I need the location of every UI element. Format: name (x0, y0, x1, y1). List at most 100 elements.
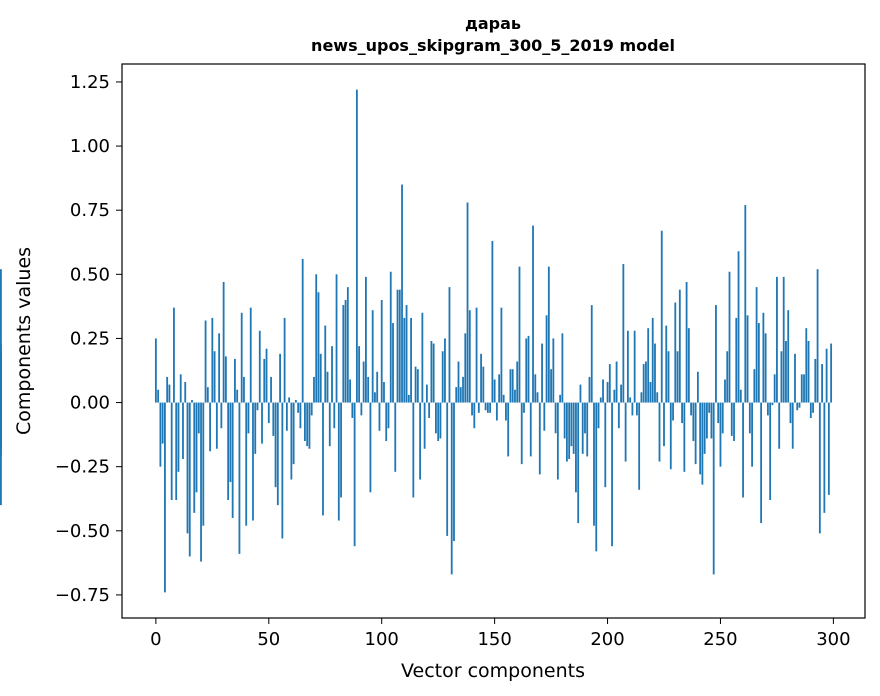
bar-130 (448, 287, 451, 403)
bar-106 (394, 402, 397, 472)
bar-90 (358, 346, 361, 403)
bar-17 (193, 402, 196, 513)
x-tick-label: 250 (703, 629, 737, 650)
bar-7 (170, 402, 173, 501)
bar-194 (593, 402, 595, 526)
bar-155 (505, 402, 507, 421)
bar-52 (272, 402, 275, 436)
bar-100 (380, 299, 383, 403)
bar-77 (328, 402, 331, 447)
bar-147 (486, 402, 489, 413)
bar-undefined (0, 402, 2, 457)
bar-49 (265, 348, 268, 403)
bar-159 (514, 389, 516, 403)
bar-227 (667, 351, 670, 403)
bar-131 (450, 402, 453, 575)
bar-287 (803, 374, 805, 403)
bar-186 (575, 402, 577, 493)
bar-51 (270, 376, 272, 403)
bar-22 (204, 320, 207, 403)
bar-122 (430, 341, 433, 403)
bar-5 (166, 376, 169, 403)
bar-36 (236, 389, 239, 403)
bar-118 (421, 312, 424, 403)
bar-123 (432, 343, 435, 403)
chart-title: дараь (465, 14, 521, 33)
bar-68 (308, 402, 311, 449)
bar-223 (658, 402, 661, 462)
bar-66 (304, 402, 306, 442)
x-axis: 0 50 100 150 200 250 300 (150, 618, 851, 650)
bar-113 (410, 317, 412, 403)
bar-233 (681, 402, 683, 424)
bar-45 (256, 402, 259, 411)
bar-208 (624, 402, 627, 462)
bar-74 (322, 402, 324, 516)
y-tick-label: −0.75 (55, 585, 110, 606)
bar-25 (211, 317, 214, 403)
bar-269 (762, 312, 765, 403)
bar-93 (365, 276, 367, 403)
bar-274 (773, 374, 776, 403)
bar-252 (724, 379, 726, 403)
bar-30 (222, 282, 225, 403)
bar-283 (794, 353, 796, 403)
bar-143 (477, 402, 480, 413)
bar-173 (545, 315, 548, 403)
bar-178 (556, 402, 559, 480)
bar-26 (213, 351, 216, 403)
bar-237 (690, 402, 693, 416)
bar-268 (760, 402, 763, 524)
bar-216 (642, 364, 645, 403)
bar-105 (392, 323, 394, 403)
bar-235 (685, 282, 688, 403)
bar-41 (247, 402, 250, 434)
bar-92 (362, 361, 365, 403)
bar-242 (701, 402, 704, 485)
bar-164 (525, 338, 528, 403)
bar-32 (227, 402, 230, 501)
bar-245 (708, 402, 711, 413)
bar-166 (529, 402, 532, 457)
bar-undefined (0, 402, 2, 408)
y-axis-label: Components values (13, 247, 35, 435)
bar-270 (764, 333, 767, 403)
bar-4 (164, 402, 166, 593)
bar-288 (805, 328, 808, 403)
bar-290 (809, 402, 812, 418)
bar-267 (757, 323, 760, 403)
bar-2 (159, 402, 162, 467)
bar-213 (636, 402, 638, 416)
bar-263 (748, 402, 751, 434)
bar-167 (532, 225, 534, 403)
bar-64 (299, 402, 302, 429)
bar-33 (229, 402, 232, 483)
bar-250 (719, 402, 722, 467)
bar-71 (315, 274, 318, 403)
x-axis-label: Vector components (401, 660, 585, 682)
bar-197 (599, 397, 602, 403)
bar-63 (297, 402, 300, 413)
bar-266 (755, 287, 758, 403)
x-tick-label: 0 (150, 629, 161, 650)
x-tick-label: 100 (365, 629, 399, 650)
bar-232 (678, 289, 681, 403)
x-tick-label: 150 (477, 629, 511, 650)
bar-271 (766, 402, 769, 416)
bar-117 (419, 402, 422, 480)
bar-82 (340, 402, 342, 498)
bar-202 (611, 402, 613, 547)
bar-145 (482, 366, 485, 403)
bar-29 (220, 402, 223, 429)
bar-231 (676, 351, 679, 403)
bar-31 (224, 356, 227, 403)
bar-204 (615, 361, 618, 403)
bar-94 (367, 376, 370, 403)
bar-34 (231, 402, 234, 518)
bar-181 (563, 402, 566, 439)
y-tick-label: 0.25 (70, 328, 110, 349)
bar-114 (412, 402, 415, 498)
bar-224 (660, 230, 663, 403)
bar-109 (401, 184, 403, 403)
